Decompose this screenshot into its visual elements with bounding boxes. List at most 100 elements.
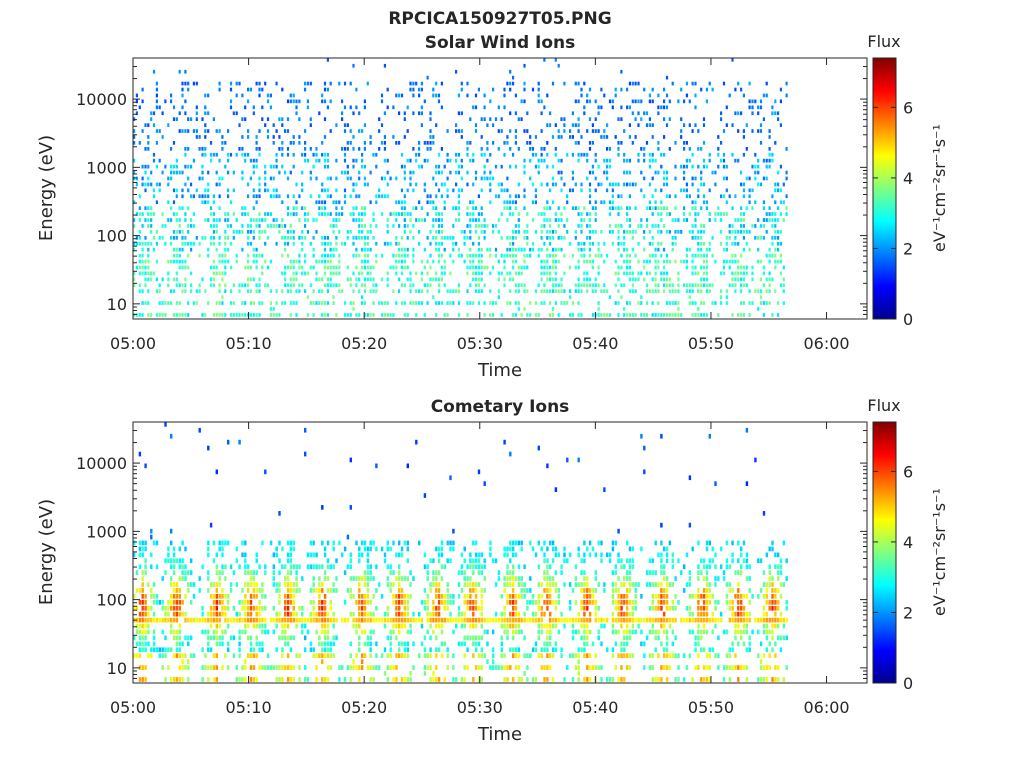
heatmap-cell [500,253,503,258]
heatmap-cell [554,259,557,264]
heatmap-cell [549,540,552,546]
heatmap-cell [671,247,674,252]
heatmap-cell [457,594,461,599]
heatmap-cell [517,212,520,216]
heatmap-cell [748,313,751,317]
heatmap-cell [423,265,426,270]
heatmap-cell [731,152,734,157]
heatmap-cell [757,236,760,240]
heatmap-cell [155,81,158,86]
heatmap-cell [697,241,700,246]
heatmap-cell [520,582,523,587]
heatmap-cell [241,212,244,216]
heatmap-cell [366,570,370,575]
heatmap-cell [663,289,666,293]
heatmap-cell [483,629,486,635]
heatmap-cell [321,647,324,653]
heatmap-cell [412,224,415,228]
heatmap-cell [221,259,224,264]
heatmap-cell [352,135,355,139]
heatmap-cell [449,611,452,617]
heatmap-cell [626,230,629,234]
heatmap-cell [400,576,404,581]
heatmap-cell [412,641,415,647]
heatmap-cell [135,623,139,629]
heatmap-cell [569,653,572,658]
heatmap-cell [486,247,489,252]
heatmap-cell [512,540,515,546]
heatmap-cell [643,313,646,317]
heatmap-cell [620,194,623,199]
heatmap-cell [466,81,469,86]
heatmap-cell [466,301,469,305]
heatmap-cell [212,582,216,587]
x-tick-label: 05:00 [110,334,156,353]
heatmap-cell [215,617,218,623]
heatmap-cell [141,176,144,181]
heatmap-cell [477,236,480,240]
heatmap-cell [526,129,529,133]
heatmap-cell [623,617,626,623]
heatmap-cell [281,224,284,228]
heatmap-cell [731,253,734,258]
heatmap-cell [420,87,423,92]
heatmap-cell [204,653,207,658]
heatmap-cell [737,129,740,133]
heatmap-cell [150,206,153,210]
heatmap-cell [514,313,517,317]
heatmap-cell [278,540,281,546]
heatmap-cell [363,212,366,216]
heatmap-cell [702,265,706,270]
heatmap-cell [415,152,418,157]
heatmap-cell [141,546,144,552]
heatmap-cell [343,81,347,86]
heatmap-cell [517,647,521,653]
heatmap-cell [651,241,654,246]
heatmap-cell [343,600,347,605]
heatmap-cell [503,617,506,623]
heatmap-cell [591,170,594,175]
heatmap-cell [437,546,441,552]
heatmap-cell [477,552,481,558]
heatmap-cell [349,665,352,670]
heatmap-cell [683,170,686,175]
heatmap-cell [352,307,355,311]
heatmap-cell [323,271,327,276]
heatmap-cell [469,600,472,605]
heatmap-cell [722,259,726,264]
heatmap-cell [520,617,523,623]
heatmap-cell [472,600,475,605]
heatmap-cell [737,271,740,276]
heatmap-cell [269,313,272,317]
heatmap-cell [497,271,500,276]
heatmap-cell [540,277,543,282]
heatmap-cell [691,271,694,276]
heatmap-cell [517,283,520,288]
heatmap-cell [437,552,441,558]
heatmap-cell [466,313,469,317]
heatmap-cell [745,206,748,210]
heatmap-cell [537,582,540,587]
heatmap-cell [597,111,600,116]
heatmap-cell [751,129,754,133]
heatmap-cell [480,176,483,181]
heatmap-cell [175,230,178,234]
heatmap-cell [258,283,261,288]
heatmap-cell [161,617,164,623]
heatmap-cell [221,147,224,151]
heatmap-cell [366,576,370,581]
heatmap-cell [289,635,293,641]
heatmap-cell [765,253,768,258]
heatmap-cell [218,600,221,605]
heatmap-cell [654,617,657,623]
heatmap-cell [469,259,472,264]
heatmap-cell [537,247,540,252]
heatmap-cell [608,552,612,558]
heatmap-cell [312,152,315,157]
heatmap-cell [304,271,307,276]
heatmap-cell [620,283,623,288]
heatmap-cell [702,123,706,127]
heatmap-cell [486,224,489,228]
heatmap-cell [338,230,341,234]
heatmap-cell [551,236,555,240]
